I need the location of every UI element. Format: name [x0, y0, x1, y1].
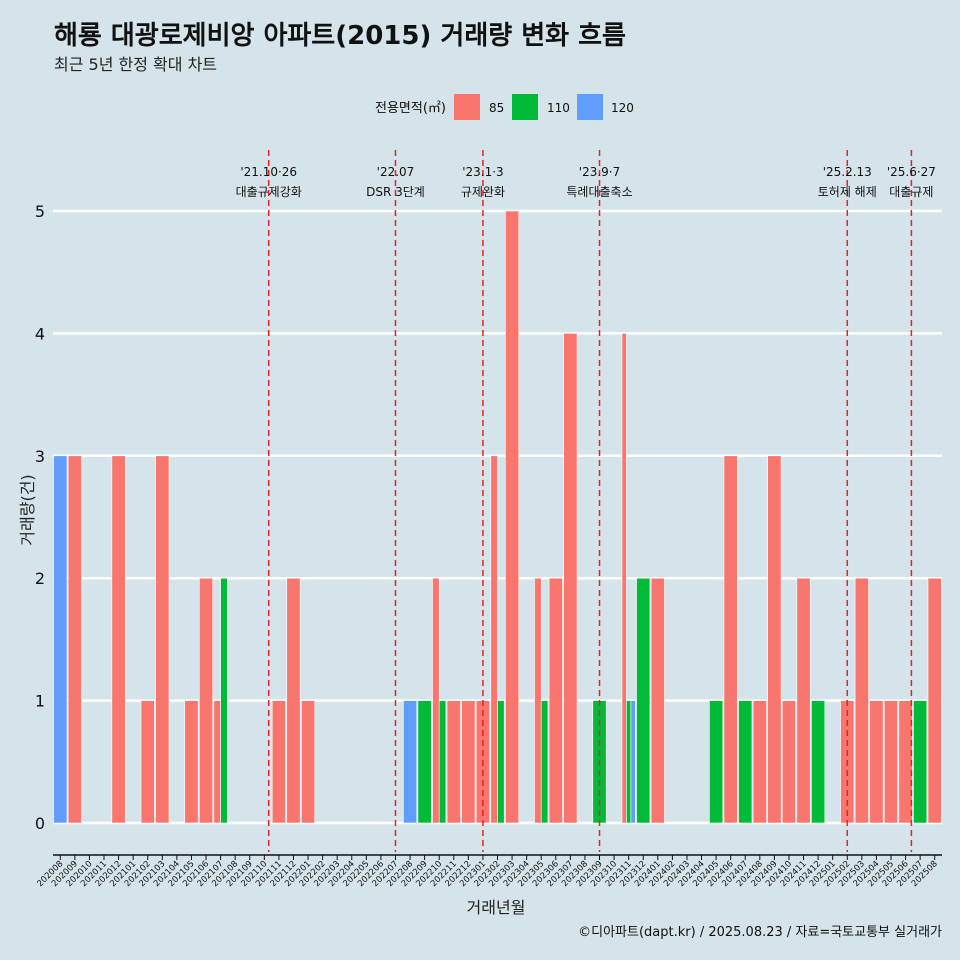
- event-label: 규제완화: [461, 185, 505, 199]
- legend-swatch-120: [577, 94, 603, 120]
- bar-110-202209: [417, 700, 432, 824]
- legend-swatch-85: [454, 94, 480, 120]
- bar-85-202505: [883, 700, 898, 824]
- bar-110-202507: [913, 700, 928, 824]
- bar-85-202305: [534, 577, 542, 824]
- bar-85-202503: [854, 577, 869, 824]
- bar-85-202012: [111, 455, 126, 824]
- bar-110-202412: [811, 700, 826, 824]
- bar-110-202312: [636, 577, 651, 824]
- legend: 전용면적(㎡) 85 110 120: [375, 94, 634, 120]
- bar-85-202201: [301, 700, 316, 824]
- bar-120-202208: [403, 700, 418, 824]
- event-label: 토허제 해제: [818, 185, 877, 199]
- bar-85-202105: [184, 700, 199, 824]
- y-tick-label: 2: [35, 569, 45, 588]
- event-label: DSR 3단계: [366, 185, 425, 199]
- chart-title: 해룡 대광로제비앙 아파트(2015) 거래량 변화 흐름: [54, 21, 626, 51]
- bar-85-202311: [621, 333, 627, 824]
- bar-110-202107: [220, 577, 228, 824]
- bar-85-202307: [563, 333, 578, 824]
- x-axis-title: 거래년월: [467, 898, 526, 917]
- legend-label-85: 85: [489, 101, 504, 115]
- event-date-label: '25.6·27: [887, 165, 936, 179]
- bar-110-202407: [738, 700, 753, 824]
- bar-110-202210: [438, 700, 447, 824]
- bar-85-202401: [650, 577, 665, 824]
- y-tick-label: 0: [35, 814, 45, 833]
- event-label: 대출규제강화: [236, 185, 302, 199]
- bar-85-202106: [199, 577, 214, 824]
- bar-120-202311: [630, 700, 636, 824]
- y-tick-label: 5: [35, 202, 45, 221]
- y-tick-label: 4: [35, 324, 45, 343]
- bar-110-202405: [709, 700, 724, 824]
- legend-swatch-110: [512, 94, 538, 120]
- y-axis-ticks: 0 1 2 3 4 5: [35, 202, 45, 833]
- bar-120-202008: [53, 455, 68, 824]
- legend-label-110: 110: [547, 101, 570, 115]
- x-axis: 2020082020092020102020112020122021012021…: [35, 854, 942, 889]
- bar-85-202303: [505, 210, 520, 824]
- bar-85-202102: [140, 700, 155, 824]
- event-date-label: '22.07: [377, 165, 415, 179]
- legend-label-120: 120: [611, 101, 634, 115]
- bar-85-202506: [898, 700, 913, 824]
- bar-85-202103: [155, 455, 170, 824]
- bar-85-202107: [213, 700, 221, 824]
- bar-110-202311: [626, 700, 632, 824]
- bar-85-202408: [752, 700, 767, 824]
- bar-85-202302: [490, 455, 498, 824]
- chart-subtitle: 최근 5년 한정 확대 차트: [54, 55, 217, 74]
- bar-85-202410: [781, 700, 796, 824]
- bar-85-202112: [286, 577, 301, 824]
- bar-85-202210: [432, 577, 440, 824]
- y-axis-title: 거래량(건): [18, 474, 37, 545]
- event-markers: '21.10·26 대출규제강화 '22.07 DSR 3단계 '23.1·3 규제완화 '…: [236, 150, 936, 852]
- event-date-label: '23.9·7: [579, 165, 620, 179]
- bar-110-202305: [540, 700, 549, 824]
- bars: [53, 210, 942, 824]
- bar-85-202508: [927, 577, 942, 824]
- bar-85-202306: [548, 577, 563, 824]
- bar-85-202409: [767, 455, 782, 824]
- event-date-label: '25.2.13: [823, 165, 872, 179]
- bar-85-202009: [67, 455, 82, 824]
- event-date-label: '21.10·26: [240, 165, 297, 179]
- bar-85-202111: [271, 700, 286, 824]
- event-label: 특례대출축소: [566, 185, 632, 199]
- bar-85-202504: [869, 700, 884, 824]
- bar-85-202212: [461, 700, 476, 824]
- bar-85-202406: [723, 455, 738, 824]
- y-tick-label: 3: [35, 447, 45, 466]
- event-label: 대출규제: [889, 185, 933, 199]
- y-tick-label: 1: [35, 692, 45, 711]
- bar-110-202302: [497, 700, 505, 824]
- caption: ©디아파트(dapt.kr) / 2025.08.23 / 자료=국토교통부 실…: [578, 925, 942, 940]
- bar-85-202211: [446, 700, 461, 824]
- bar-85-202411: [796, 577, 811, 824]
- legend-title: 전용면적(㎡): [375, 101, 446, 116]
- event-date-label: '23.1·3: [462, 165, 503, 179]
